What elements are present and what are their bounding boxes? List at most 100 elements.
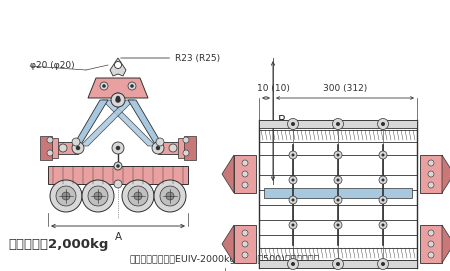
- Circle shape: [379, 176, 387, 184]
- Circle shape: [291, 122, 295, 126]
- Text: B: B: [278, 115, 286, 127]
- Circle shape: [288, 259, 298, 269]
- Circle shape: [100, 82, 108, 90]
- Circle shape: [333, 259, 343, 269]
- Circle shape: [152, 142, 164, 154]
- Circle shape: [62, 192, 70, 200]
- Text: φ20 (φ20): φ20 (φ20): [30, 62, 75, 70]
- Bar: [234, 155, 256, 193]
- Circle shape: [292, 153, 294, 156]
- Circle shape: [334, 176, 342, 184]
- Circle shape: [292, 179, 294, 182]
- Circle shape: [128, 82, 136, 90]
- Circle shape: [381, 122, 385, 126]
- Circle shape: [333, 118, 343, 130]
- Circle shape: [47, 150, 53, 156]
- Text: 本体形状：2,000kg: 本体形状：2,000kg: [8, 238, 108, 251]
- Circle shape: [288, 118, 298, 130]
- Circle shape: [379, 221, 387, 229]
- Text: R23 (R25): R23 (R25): [121, 53, 220, 63]
- Bar: [259, 120, 417, 128]
- Bar: [184, 136, 196, 160]
- Circle shape: [117, 164, 120, 167]
- Bar: [420, 155, 442, 193]
- Circle shape: [379, 196, 387, 204]
- Circle shape: [381, 262, 385, 266]
- Circle shape: [130, 85, 134, 88]
- Circle shape: [242, 160, 248, 166]
- Circle shape: [336, 122, 340, 126]
- Circle shape: [116, 96, 120, 100]
- Circle shape: [88, 186, 108, 206]
- Circle shape: [112, 142, 124, 154]
- Circle shape: [113, 93, 123, 103]
- Circle shape: [94, 192, 102, 200]
- Circle shape: [428, 171, 434, 177]
- Bar: [40, 136, 52, 160]
- Circle shape: [72, 142, 84, 154]
- Circle shape: [336, 262, 340, 266]
- Circle shape: [289, 176, 297, 184]
- Circle shape: [334, 196, 342, 204]
- Circle shape: [160, 186, 180, 206]
- Circle shape: [156, 138, 164, 146]
- Circle shape: [82, 180, 114, 212]
- Circle shape: [382, 198, 384, 202]
- Circle shape: [292, 224, 294, 227]
- Circle shape: [50, 180, 82, 212]
- Circle shape: [154, 180, 186, 212]
- Bar: [259, 260, 417, 268]
- Circle shape: [289, 151, 297, 159]
- Circle shape: [382, 179, 384, 182]
- Circle shape: [114, 162, 122, 170]
- Circle shape: [379, 151, 387, 159]
- Bar: [43, 142, 78, 154]
- Circle shape: [116, 98, 121, 102]
- Circle shape: [242, 252, 248, 258]
- Circle shape: [334, 221, 342, 229]
- Circle shape: [242, 241, 248, 247]
- Polygon shape: [442, 155, 450, 193]
- Text: 10 (10): 10 (10): [257, 84, 290, 93]
- Bar: [158, 142, 193, 154]
- Circle shape: [183, 150, 189, 156]
- Circle shape: [289, 196, 297, 204]
- Polygon shape: [88, 78, 148, 98]
- Circle shape: [337, 224, 339, 227]
- Circle shape: [382, 153, 384, 156]
- Circle shape: [291, 262, 295, 266]
- Polygon shape: [128, 100, 163, 146]
- Polygon shape: [442, 225, 450, 263]
- Polygon shape: [80, 100, 134, 146]
- Polygon shape: [73, 100, 108, 146]
- Circle shape: [428, 182, 434, 188]
- Circle shape: [166, 192, 174, 200]
- Text: A: A: [114, 232, 122, 242]
- Circle shape: [76, 146, 80, 150]
- Circle shape: [103, 85, 105, 88]
- Circle shape: [378, 118, 388, 130]
- Circle shape: [134, 192, 142, 200]
- Circle shape: [59, 144, 67, 152]
- Circle shape: [428, 241, 434, 247]
- Circle shape: [242, 182, 248, 188]
- Text: 300 (312): 300 (312): [323, 84, 367, 93]
- Circle shape: [337, 153, 339, 156]
- Circle shape: [242, 230, 248, 236]
- Bar: [264, 188, 412, 198]
- Circle shape: [128, 186, 148, 206]
- Circle shape: [56, 186, 76, 206]
- Bar: [48, 166, 188, 184]
- Circle shape: [428, 230, 434, 236]
- Circle shape: [156, 146, 160, 150]
- Bar: [178, 138, 186, 158]
- Circle shape: [116, 146, 120, 150]
- Bar: [50, 138, 58, 158]
- Circle shape: [378, 259, 388, 269]
- Circle shape: [122, 180, 154, 212]
- Polygon shape: [102, 100, 156, 146]
- Circle shape: [242, 171, 248, 177]
- Bar: [420, 225, 442, 263]
- Text: （　）内の数字はEUIV-2000kg(300～500)の寸法です。: （ ）内の数字はEUIV-2000kg(300～500)の寸法です。: [130, 255, 320, 264]
- Circle shape: [428, 252, 434, 258]
